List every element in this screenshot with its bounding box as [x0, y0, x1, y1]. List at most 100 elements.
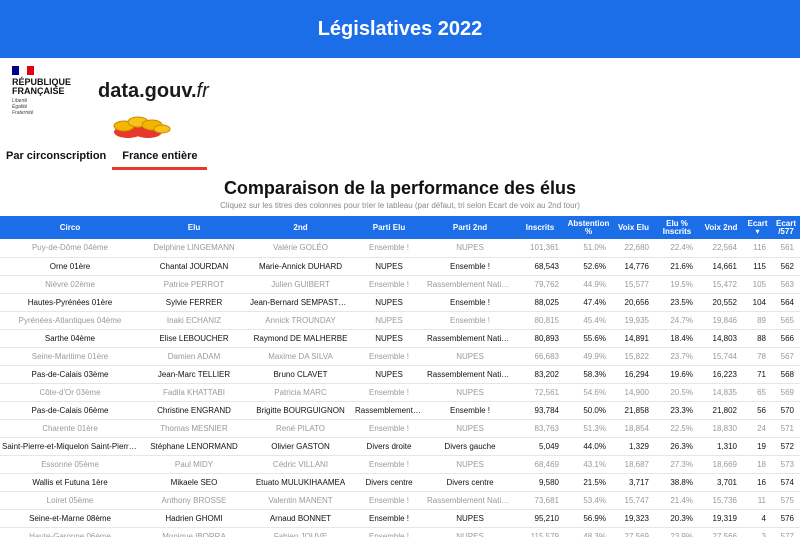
table-cell: Marie-Annick DUHARD [248, 257, 353, 276]
table-cell: Elise LEBOUCHER [140, 329, 248, 348]
table-cell: Ensemble ! [353, 491, 425, 510]
table-cell: 22,564 [699, 239, 743, 258]
table-cell: 3,701 [699, 473, 743, 492]
table-cell: NUPES [353, 365, 425, 384]
table-cell: 47.4% [565, 293, 612, 312]
table-cell: 68,469 [515, 455, 565, 474]
column-header-7[interactable]: Voix Elu [612, 216, 655, 239]
table-cell: 563 [772, 275, 800, 294]
column-header-4[interactable]: Parti 2nd [425, 216, 515, 239]
table-cell: 574 [772, 473, 800, 492]
table-cell: 27,569 [612, 527, 655, 537]
table-cell: Rassemblement National [425, 329, 515, 348]
table-cell: Monique IBORRA [140, 527, 248, 537]
french-flag-icon [12, 66, 34, 75]
table-cell: Damien ADAM [140, 347, 248, 366]
table-cell: Pas-de-Calais 06ème [0, 401, 140, 420]
table-cell: 4 [743, 509, 772, 528]
table-cell: Hautes-Pyrénées 01ère [0, 293, 140, 312]
table-cell: NUPES [425, 455, 515, 474]
table-cell: 570 [772, 401, 800, 420]
table-cell: 11 [743, 491, 772, 510]
table-cell: 20,552 [699, 293, 743, 312]
table-cell: 54.6% [565, 383, 612, 402]
table-cell: Chantal JOURDAN [140, 257, 248, 276]
table-cell: Inaki ECHANIZ [140, 311, 248, 330]
column-header-0[interactable]: Circo [0, 216, 140, 239]
column-header-10[interactable]: Ecart ▾ [743, 216, 772, 239]
table-cell: Annick TROUNDAY [248, 311, 353, 330]
table-cell: 20.3% [655, 509, 699, 528]
datagouv-suffix: fr [196, 80, 209, 102]
table-cell: NUPES [425, 509, 515, 528]
table-cell: 566 [772, 329, 800, 348]
tab-par-circonscription[interactable]: Par circonscription [6, 150, 107, 162]
section-title: Comparaison de la performance des élus [223, 178, 577, 198]
column-header-6[interactable]: Abstention % [565, 216, 612, 239]
devise-fraternite: Fraternité [12, 110, 34, 116]
table-cell: 27.3% [655, 455, 699, 474]
table-cell: 51.0% [565, 239, 612, 258]
table-header: Circo Elu 2nd Parti Elu Parti 2nd Inscrits Abs… [0, 216, 800, 239]
table-cell: 21.6% [655, 257, 699, 276]
table-cell: Olivier GASTON [248, 437, 353, 456]
table-cell: 78 [743, 347, 772, 366]
table-cell: 14,900 [612, 383, 655, 402]
flag-red-stripe [26, 66, 34, 75]
column-header-2[interactable]: 2nd [248, 216, 353, 239]
table-cell: 15,822 [612, 347, 655, 366]
table-cell: 115 [743, 257, 772, 276]
table-cell: Rassemblement National [425, 491, 515, 510]
table-cell: 16,223 [699, 365, 743, 384]
table-cell: 27,566 [699, 527, 743, 537]
table-cell: 19 [743, 437, 772, 456]
table-cell: 44.0% [565, 437, 612, 456]
table-cell: 105 [743, 275, 772, 294]
table-cell: Ensemble ! [425, 311, 515, 330]
column-header-9[interactable]: Voix 2nd [699, 216, 743, 239]
column-header-3[interactable]: Parti Elu [353, 216, 425, 239]
table-cell: Nièvre 02ème [0, 275, 140, 294]
column-header-1[interactable]: Elu [140, 216, 248, 239]
table-cell: 21.5% [565, 473, 612, 492]
coins-icon [113, 116, 171, 138]
table-cell: 573 [772, 455, 800, 474]
app-title: Législatives 2022 [317, 17, 483, 40]
table-cell: Hadrien GHOMI [140, 509, 248, 528]
table-cell: Ensemble ! [425, 293, 515, 312]
table-cell: Maxime DA SILVA [248, 347, 353, 366]
table-cell: NUPES [353, 329, 425, 348]
tab-france-entiere[interactable]: France entière [112, 148, 208, 170]
table-cell: Côte-d'Or 03ème [0, 383, 140, 402]
table-cell: 23.3% [655, 401, 699, 420]
table-cell: Ensemble ! [353, 455, 425, 474]
table-cell: Stéphane LENORMAND [140, 437, 248, 456]
table-cell: NUPES [425, 527, 515, 537]
table-cell: 22.5% [655, 419, 699, 438]
table-cell: 15,472 [699, 275, 743, 294]
table-cell: Patricia MARC [248, 383, 353, 402]
table-cell: 20,656 [612, 293, 655, 312]
column-header-5[interactable]: Inscrits [515, 216, 565, 239]
table-cell: 565 [772, 311, 800, 330]
table-cell: 16,294 [612, 365, 655, 384]
table-cell: 38.8% [655, 473, 699, 492]
results-table-container[interactable]: Circo Elu 2nd Parti Elu Parti 2nd Inscrits Abs… [0, 216, 800, 537]
table-cell: Charente 01ère [0, 419, 140, 438]
table-cell: 66,683 [515, 347, 565, 366]
table-cell: 23.7% [655, 347, 699, 366]
table-cell: 576 [772, 509, 800, 528]
table-row: Haute-Garonne 06ème Monique IBORRA Fabien … [0, 527, 800, 537]
table-cell: Ensemble ! [425, 257, 515, 276]
view-tabs: Par circonscription France entière [0, 148, 208, 174]
datagouv-logo[interactable]: data.gouv.fr [98, 80, 209, 103]
table-cell: 14,803 [699, 329, 743, 348]
table-cell: 80,893 [515, 329, 565, 348]
table-cell: 1,310 [699, 437, 743, 456]
table-cell: 14,661 [699, 257, 743, 276]
table-row: Essonne 05ème Paul MIDY Cédric VILLANI Ense… [0, 455, 800, 474]
table-cell: 45.4% [565, 311, 612, 330]
column-header-8[interactable]: Elu % Inscrits [655, 216, 699, 239]
column-header-11[interactable]: Ecart /577 [772, 216, 800, 239]
table-cell: Patrice PERROT [140, 275, 248, 294]
